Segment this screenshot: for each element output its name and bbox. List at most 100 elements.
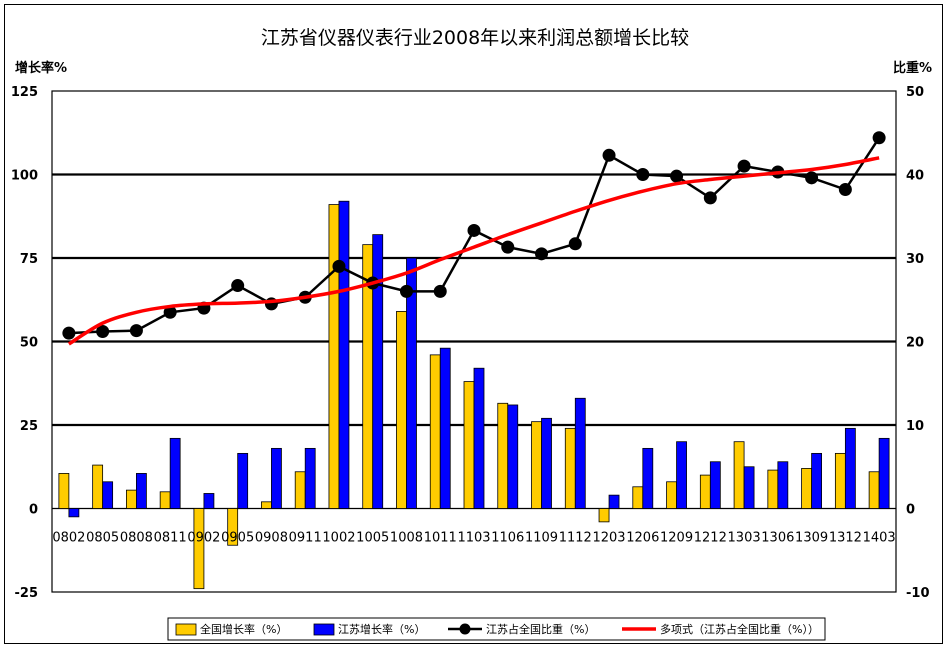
- right-tick-label: 40: [906, 169, 924, 184]
- legend-swatch: [313, 623, 335, 636]
- x-tick-label: 0811: [154, 531, 187, 546]
- x-tick-label: 1312: [829, 531, 862, 546]
- bar-series: [58, 200, 890, 590]
- bar: [777, 461, 789, 509]
- bar: [203, 493, 215, 509]
- share-point: [737, 159, 751, 173]
- bar: [338, 200, 350, 509]
- right-axis-ticks: 50 40 30 20 10 0 -10: [906, 85, 930, 601]
- right-tick-label: 50: [906, 85, 924, 100]
- bar: [574, 397, 586, 509]
- left-tick-label: 50: [20, 336, 38, 351]
- chart-frame: [4, 4, 943, 644]
- share-point: [805, 171, 819, 185]
- legend-label: 江苏增长率（%）: [338, 622, 425, 636]
- legend-marker: [459, 623, 471, 635]
- bar: [811, 452, 822, 509]
- share-point: [467, 223, 481, 237]
- bar: [844, 427, 856, 509]
- bar: [294, 471, 306, 509]
- bar: [699, 474, 711, 509]
- x-tick-label: 1005: [356, 531, 389, 546]
- bar: [261, 501, 272, 509]
- bar: [102, 481, 114, 509]
- x-tick-label: 1306: [761, 531, 794, 546]
- left-axis-ticks: 125 100 75 50 25 0 -25: [11, 85, 38, 601]
- bar: [608, 494, 620, 509]
- plot-border: [51, 90, 897, 593]
- left-tick-label: 100: [11, 169, 38, 184]
- share-point: [129, 324, 143, 338]
- x-tick-label: 0908: [255, 531, 288, 546]
- share-point: [433, 284, 447, 298]
- right-tick-label: -10: [906, 586, 930, 601]
- share-point: [231, 279, 245, 293]
- x-tick-label: 1103: [457, 531, 490, 546]
- left-axis-title: 增长率%: [15, 60, 67, 76]
- right-tick-label: 0: [906, 503, 915, 518]
- x-tick-label: 1206: [626, 531, 659, 546]
- x-tick-label: 0911: [289, 531, 322, 546]
- share-point: [332, 259, 346, 273]
- bar: [497, 402, 509, 509]
- bar: [58, 473, 70, 509]
- share-point: [399, 284, 413, 298]
- share-point: [872, 131, 886, 145]
- bar: [169, 437, 181, 509]
- bar: [429, 354, 441, 509]
- x-tick-label: 0802: [52, 531, 85, 546]
- left-tick-label: -25: [15, 586, 39, 601]
- x-tick-label: 0905: [221, 531, 254, 546]
- bar: [159, 491, 171, 509]
- bar: [709, 461, 721, 509]
- left-tick-label: 0: [29, 503, 38, 518]
- x-tick-label: 0902: [187, 531, 220, 546]
- plot-area: [51, 90, 897, 593]
- legend-label: 江苏占全国比重（%）: [486, 622, 595, 636]
- bar: [68, 508, 80, 518]
- legend: 全国增长率（%） 江苏增长率（%） 江苏占全国比重（%） 多项式（江苏占全国比重（%）…: [167, 617, 826, 641]
- bar: [126, 489, 137, 509]
- share-point: [535, 247, 549, 261]
- share-point: [568, 237, 582, 251]
- left-tick-label: 125: [11, 85, 38, 100]
- bar: [463, 381, 475, 509]
- bar: [733, 441, 745, 509]
- x-tick-label: 1203: [592, 531, 625, 546]
- bar: [406, 257, 417, 509]
- bar: [564, 427, 576, 509]
- share-point: [838, 183, 852, 197]
- x-axis-ticks: 0802 0805 0808 0811 0902 0905 0908 0911 1002 1005…: [52, 531, 895, 546]
- left-tick-label: 25: [20, 419, 38, 434]
- chart-title: 江苏省仪器仪表行业2008年以来利润总额增长比较: [261, 27, 689, 49]
- right-tick-label: 30: [906, 252, 924, 267]
- bar: [271, 447, 282, 509]
- x-tick-label: 1403: [863, 531, 896, 546]
- bar: [439, 347, 451, 509]
- bar: [801, 468, 812, 509]
- bar: [531, 421, 542, 509]
- bar: [135, 473, 147, 509]
- x-tick-label: 1106: [491, 531, 524, 546]
- share-point: [96, 324, 110, 338]
- bar: [193, 508, 205, 590]
- line-series: [62, 131, 886, 346]
- bar: [642, 447, 654, 509]
- bar: [743, 466, 755, 509]
- x-tick-label: 1008: [390, 531, 423, 546]
- bar: [868, 471, 880, 509]
- bar: [304, 447, 316, 509]
- legend-swatch: [175, 623, 197, 636]
- share-point: [703, 191, 717, 205]
- x-tick-label: 1303: [728, 531, 761, 546]
- legend-label: 全国增长率（%）: [200, 622, 287, 636]
- right-axis-title: 比重%: [893, 60, 932, 76]
- x-tick-label: 1209: [660, 531, 693, 546]
- bar: [92, 464, 104, 509]
- share-point: [163, 305, 177, 319]
- right-tick-label: 20: [906, 336, 924, 351]
- bar: [767, 469, 779, 509]
- bar: [676, 441, 687, 509]
- x-tick-label: 1011: [424, 531, 457, 546]
